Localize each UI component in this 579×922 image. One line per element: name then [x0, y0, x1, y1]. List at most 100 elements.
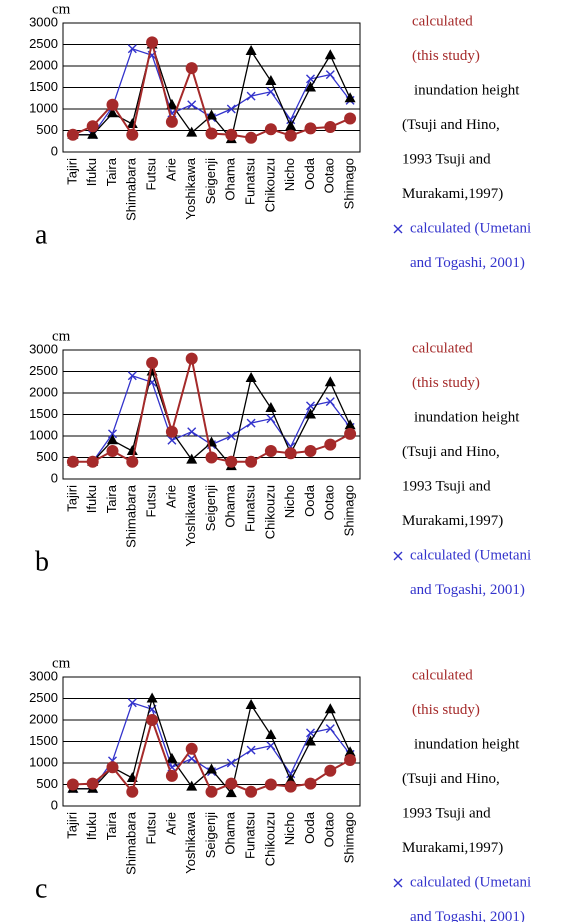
point — [264, 123, 277, 136]
x-tick-label: Taira — [104, 484, 119, 513]
x-tick-label: Chikouzu — [262, 812, 277, 866]
legend-text: inundation height — [414, 736, 520, 752]
x-tick-label: Ooda — [302, 484, 317, 517]
x-tick-label: Arie — [163, 812, 178, 835]
point — [66, 778, 79, 791]
point — [324, 438, 337, 451]
point — [127, 698, 137, 708]
point — [225, 777, 238, 790]
point — [246, 745, 256, 755]
point — [306, 74, 315, 84]
point — [304, 445, 317, 458]
y-tick-label: 3000 — [29, 341, 58, 356]
x-tick-label: Seigenji — [203, 158, 218, 204]
point — [324, 121, 337, 134]
point — [146, 356, 159, 369]
point — [305, 735, 316, 746]
y-tick-label: 2000 — [29, 57, 58, 72]
point — [205, 127, 218, 140]
point — [245, 785, 258, 798]
point — [226, 431, 236, 441]
point — [324, 764, 337, 777]
point — [146, 36, 159, 49]
point — [108, 429, 117, 439]
y-tick-label: 3000 — [29, 668, 58, 683]
point — [344, 746, 356, 757]
x-tick-label: Chikouzu — [262, 485, 277, 539]
point — [165, 769, 178, 782]
point — [166, 98, 178, 109]
point — [245, 371, 257, 382]
x-tick-label: Funatsu — [243, 485, 258, 532]
legend-text: calculated (Umetani — [410, 220, 531, 236]
y-tick-label: 2500 — [29, 36, 58, 51]
point — [106, 98, 119, 111]
point — [245, 44, 257, 55]
point — [126, 455, 139, 468]
point — [66, 128, 79, 141]
point — [127, 44, 137, 54]
y-tick-label: 2500 — [29, 690, 58, 705]
x-tick-label: Nicho — [282, 158, 297, 191]
legend-text: and Togashi, 2001) — [410, 582, 525, 598]
y-tick-label: 1500 — [29, 79, 58, 94]
point — [344, 112, 357, 125]
x-tick-label: Ootao — [322, 485, 337, 520]
x-tick-label: Shimabara — [124, 157, 139, 221]
point — [325, 397, 335, 407]
point — [324, 703, 336, 714]
x-tick-label: Shimago — [342, 812, 357, 863]
legend-text: 1993 Tsuji and — [402, 805, 491, 821]
legend-text: 1993 Tsuji and — [402, 478, 491, 494]
point — [226, 758, 236, 768]
point — [146, 692, 158, 703]
point — [284, 780, 297, 793]
x-tick-label: Arie — [163, 485, 178, 508]
point — [344, 92, 356, 103]
point — [305, 408, 316, 419]
point — [166, 752, 178, 763]
x-tick-label: Ohama — [223, 484, 238, 527]
legend-text: Murakami,1997) — [402, 186, 503, 202]
point — [225, 787, 237, 798]
point — [127, 371, 137, 381]
x-tick-label: Nicho — [282, 812, 297, 845]
x-tick-label: Ifuku — [84, 812, 99, 840]
point — [206, 109, 217, 120]
x-tick-label: Yoshikawa — [183, 811, 198, 873]
point — [324, 376, 336, 387]
y-tick-label: 500 — [36, 122, 58, 137]
y-tick-label: 2000 — [29, 711, 58, 726]
point — [304, 777, 317, 790]
x-tick-label: Yoshikawa — [183, 157, 198, 219]
panel-label: c — [35, 873, 47, 904]
point — [245, 131, 258, 144]
legend-text: (this study) — [412, 375, 480, 391]
x-tick-label: Funatsu — [243, 158, 258, 205]
legend-text: (this study) — [412, 48, 480, 64]
point — [226, 104, 236, 114]
x-tick-label: Futsu — [144, 485, 159, 518]
x-tick-label: Funatsu — [243, 812, 258, 859]
point — [286, 769, 296, 779]
point — [186, 453, 198, 464]
point — [86, 777, 99, 790]
point — [185, 352, 198, 365]
x-tick-label: Seigenji — [203, 485, 218, 531]
point — [325, 70, 335, 80]
point — [106, 761, 119, 774]
point — [284, 129, 297, 142]
point — [284, 447, 297, 460]
y-tick-label: 1500 — [29, 406, 58, 421]
x-tick-label: Shimabara — [124, 811, 139, 875]
x-tick-label: Nicho — [282, 485, 297, 518]
legend-text: inundation height — [414, 409, 520, 425]
point — [87, 128, 99, 139]
point — [344, 427, 357, 440]
point — [206, 763, 217, 774]
point — [305, 81, 316, 92]
y-tick-label: 0 — [51, 797, 58, 812]
y-tick-label: 2000 — [29, 384, 58, 399]
point — [306, 401, 315, 411]
